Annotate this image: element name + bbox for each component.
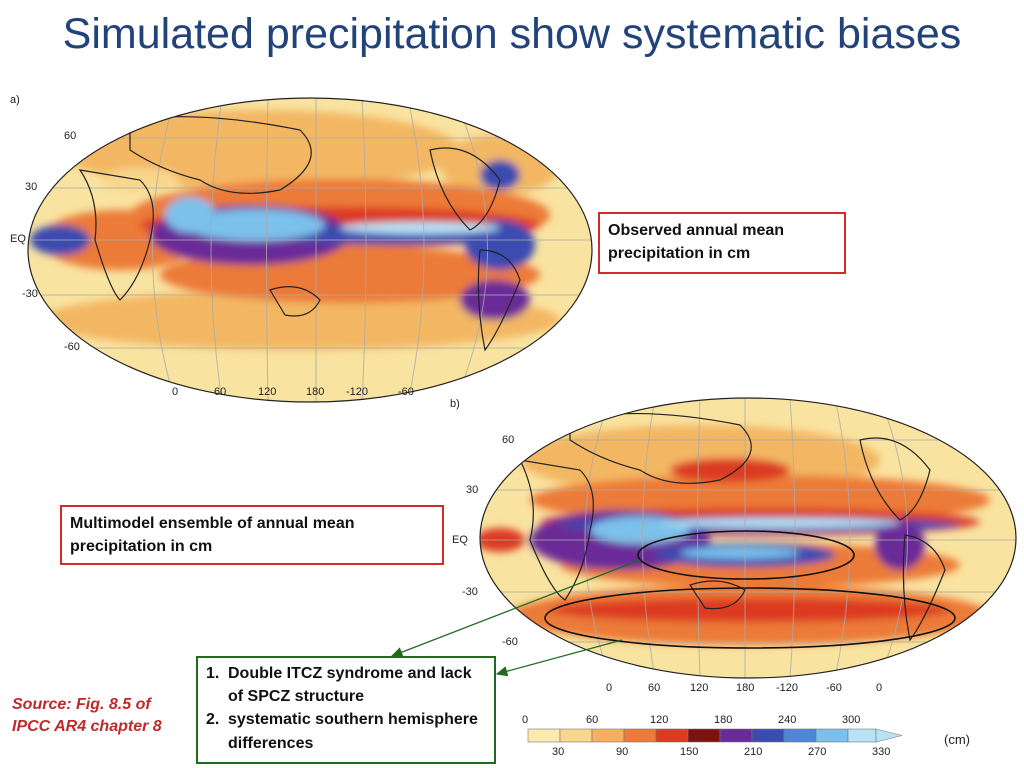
bias-note: 2. systematic southern hemisphere differ… — [206, 708, 486, 754]
model-precipitation-map — [479, 397, 1017, 679]
bias-notes-box: 1. Double ITCZ syndrome and lack of SPCZ… — [196, 656, 496, 764]
bias-note-text: Double ITCZ syndrome and lack of SPCZ st… — [228, 665, 472, 706]
colorbar-swatch — [655, 728, 689, 743]
map-b-lat-label: 60 — [502, 434, 515, 446]
bias-note-text: systematic southern hemisphere differenc… — [228, 711, 478, 752]
map-b-lat-label: EQ — [452, 534, 468, 546]
map-a-lon-label: 60 — [214, 386, 227, 398]
map-b-lat-label: -60 — [502, 636, 518, 648]
colorbar-tick-label: 210 — [744, 746, 763, 758]
map-a-lon-label: 0 — [172, 386, 179, 398]
colorbar-extension-arrow — [875, 728, 903, 743]
colorbar-tick-label: 90 — [616, 746, 629, 758]
source-citation: Source: Fig. 8.5 of IPCC AR4 chapter 8 — [12, 696, 162, 735]
map-b-lon-label: 120 — [690, 682, 709, 694]
map-a-lon-label: 180 — [306, 386, 325, 398]
bias-note: 1. Double ITCZ syndrome and lack of SPCZ… — [206, 662, 486, 708]
colorbar-tick-label: 240 — [778, 714, 797, 726]
map-b-lat-label: -30 — [462, 586, 478, 598]
colorbar-unit: (cm) — [944, 732, 970, 747]
slide-title: Simulated precipitation show systematic … — [62, 10, 962, 58]
map-b-lon-label: -60 — [826, 682, 842, 694]
colorbar-swatch — [783, 728, 817, 743]
panel-label-b: b) — [450, 398, 460, 410]
map-b-lon-label: 180 — [736, 682, 755, 694]
colorbar-tick-label: 0 — [522, 714, 529, 726]
map-a-lon-label: -120 — [346, 386, 369, 398]
map-b-lon-label: 0 — [606, 682, 613, 694]
model-callout: Multimodel ensemble of annual mean preci… — [60, 505, 444, 565]
map-b-lat-label: 30 — [466, 484, 479, 496]
colorbar-tick-label: 300 — [842, 714, 861, 726]
map-a-lat-label: 30 — [25, 181, 38, 193]
map-b-lon-label: -120 — [776, 682, 799, 694]
colorbar-tick-label: 60 — [586, 714, 599, 726]
colorbar-tick-label: 120 — [650, 714, 669, 726]
colorbar-swatch — [815, 728, 849, 743]
colorbar-tick-label: 30 — [552, 746, 565, 758]
observed-precipitation-map — [27, 97, 593, 403]
colorbar-swatch — [719, 728, 753, 743]
map-a-lat-label: EQ — [10, 233, 26, 245]
colorbar-swatch — [527, 728, 561, 743]
map-a-lon-label: -60 — [398, 386, 414, 398]
colorbar-swatch — [559, 728, 593, 743]
colorbar-tick-label: 150 — [680, 746, 699, 758]
colorbar-swatch — [623, 728, 657, 743]
map-a-lat-label: -30 — [22, 288, 38, 300]
bias-note-number: 1. — [206, 665, 220, 682]
map-b-lon-label: 60 — [648, 682, 661, 694]
colorbar-tick-label: 330 — [872, 746, 891, 758]
arrow-to-note-1 — [390, 559, 641, 658]
arrow-to-note-2 — [495, 639, 623, 677]
colorbar-tick-label: 270 — [808, 746, 827, 758]
southern-hemisphere-highlight-ellipse — [544, 587, 956, 649]
map-b-lon-label: 0 — [876, 682, 883, 694]
map-a-lon-label: 120 — [258, 386, 277, 398]
colorbar-swatch — [687, 728, 721, 743]
colorbar-swatch — [751, 728, 785, 743]
colorbar-swatch — [591, 728, 625, 743]
colorbar-swatch — [847, 728, 877, 743]
observed-callout: Observed annual mean precipitation in cm — [598, 212, 846, 274]
bias-note-number: 2. — [206, 711, 220, 729]
colorbar-tick-label: 180 — [714, 714, 733, 726]
map-a-lat-label: -60 — [64, 341, 80, 353]
panel-label-a: a) — [10, 94, 20, 106]
itcz-highlight-ellipse — [637, 530, 855, 580]
map-a-lat-label: 60 — [64, 130, 77, 142]
colorbar — [527, 728, 903, 743]
